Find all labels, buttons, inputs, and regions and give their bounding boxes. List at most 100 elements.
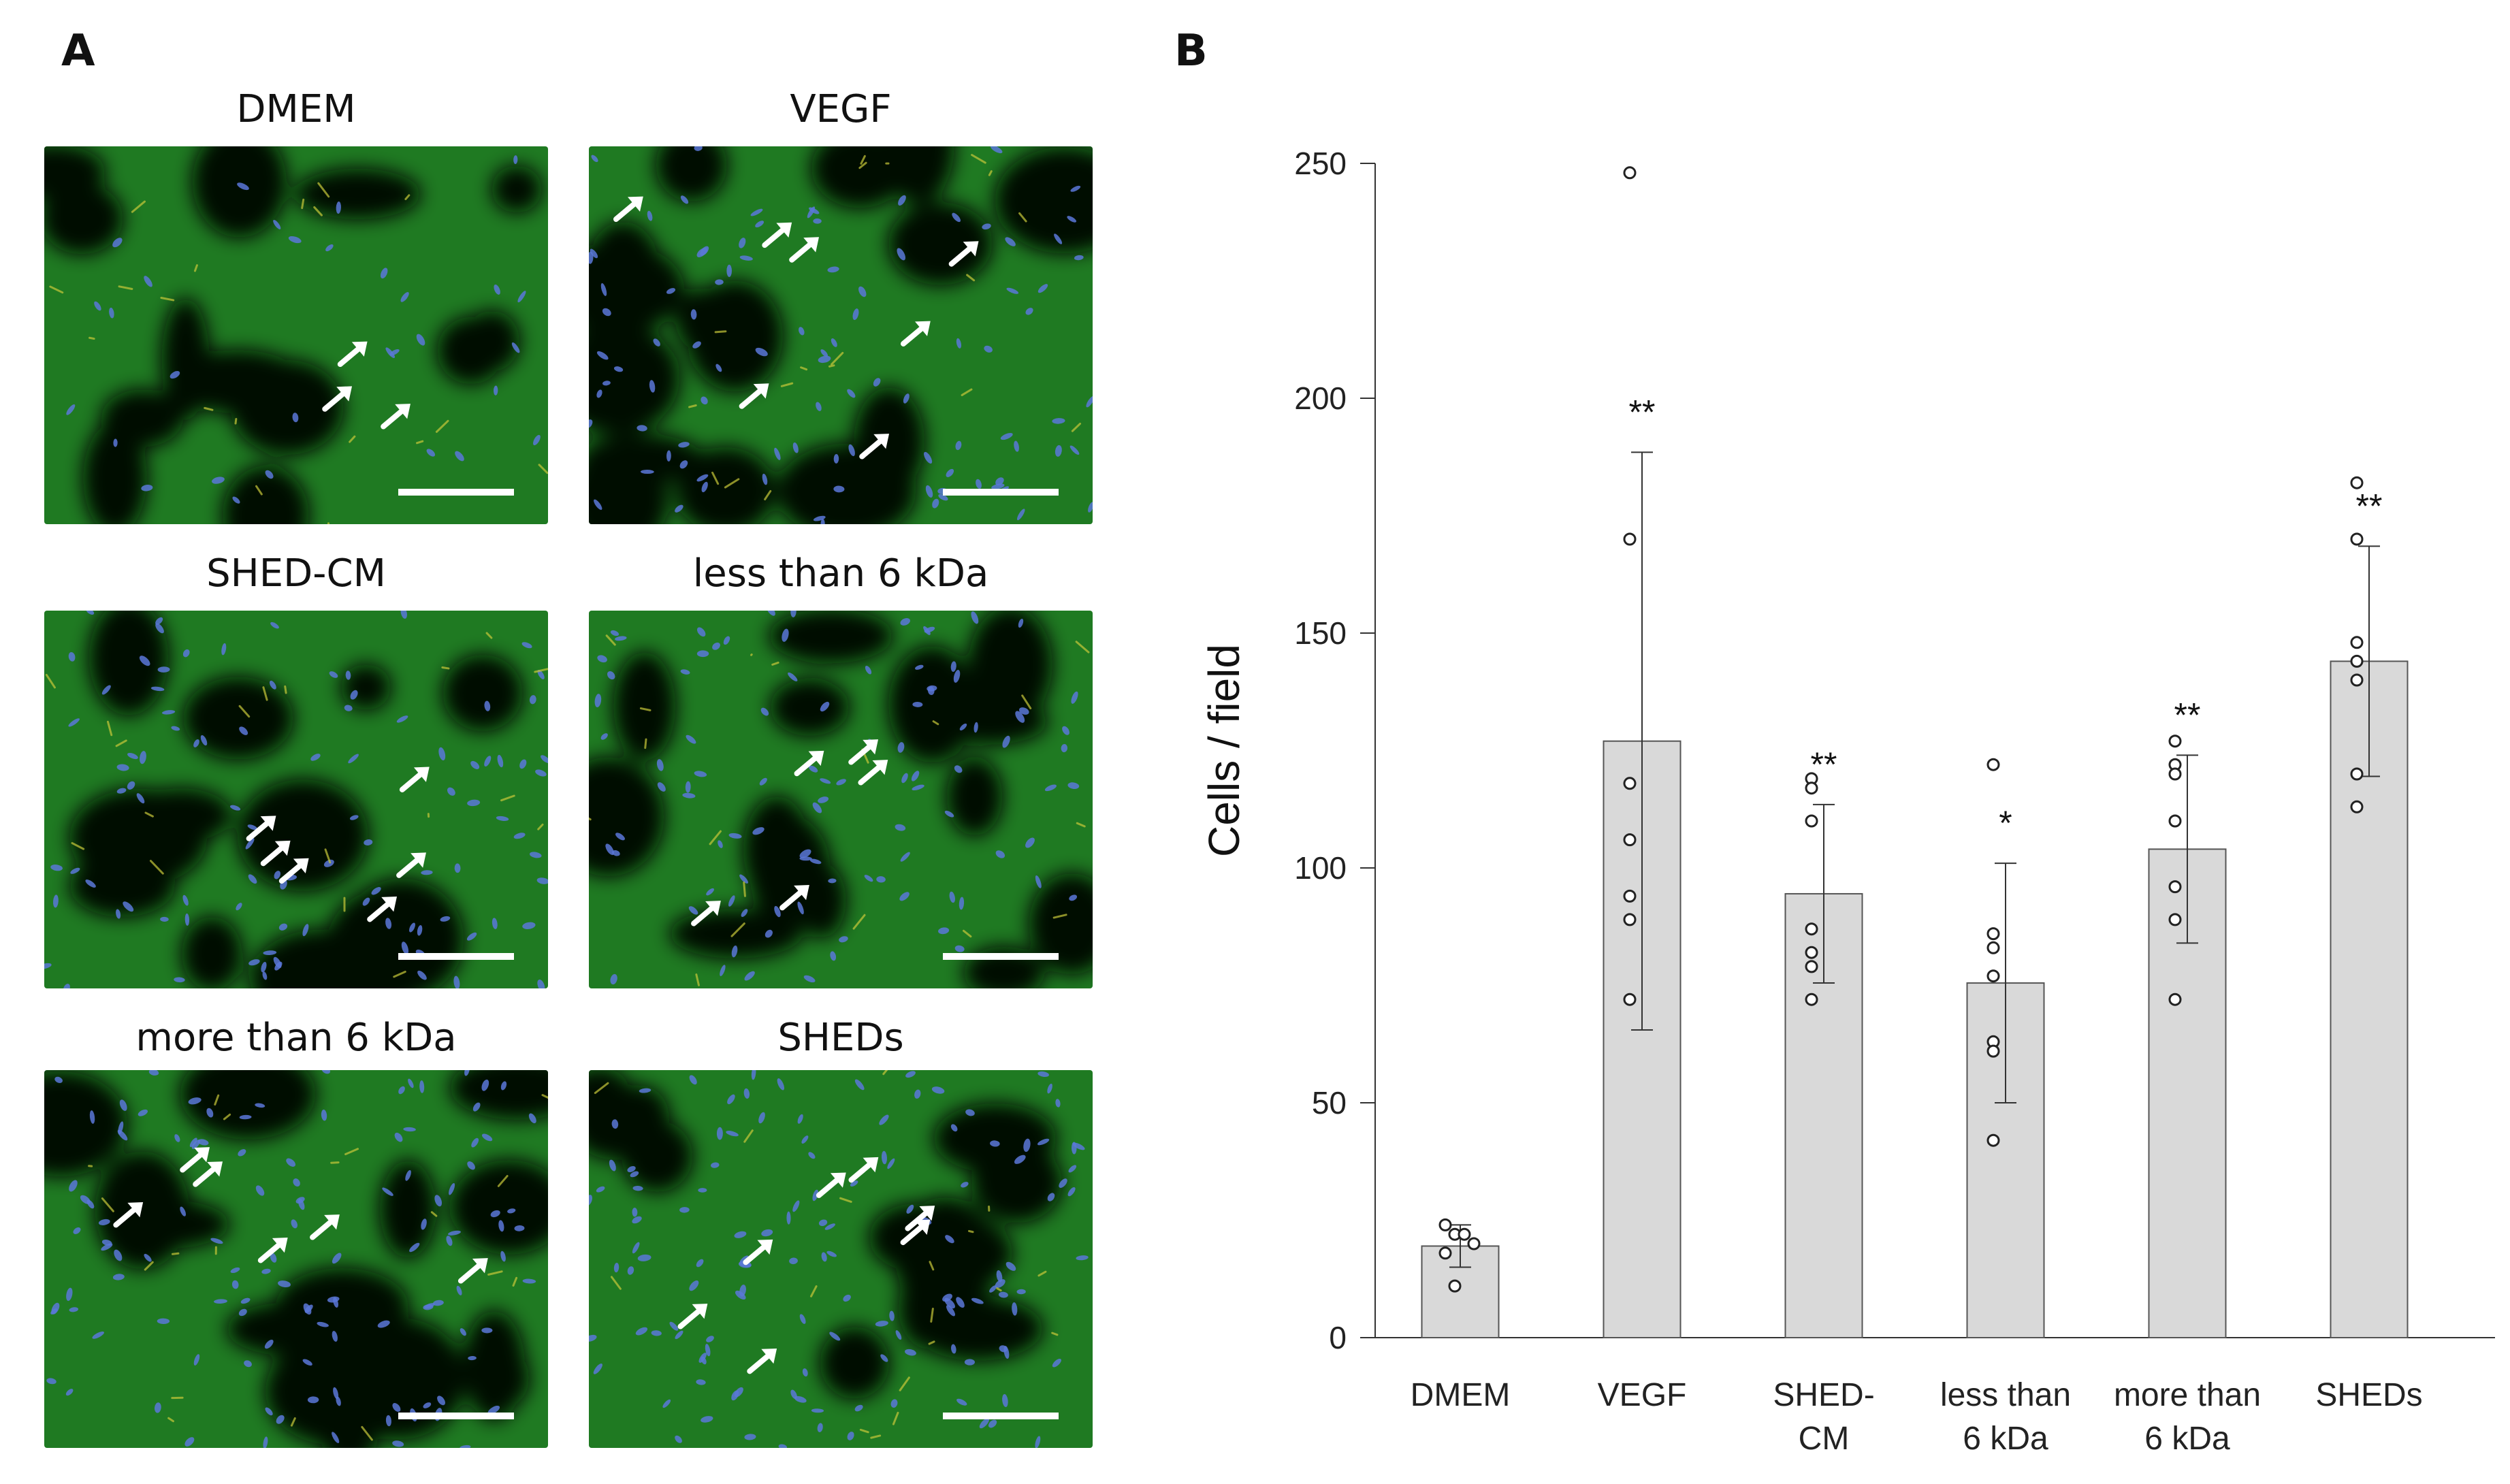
data-point — [2168, 735, 2182, 748]
arrow-icon — [457, 1258, 488, 1284]
data-point — [1623, 777, 1637, 790]
significance-marker: ** — [1629, 393, 1656, 431]
dark-void-layer — [589, 1070, 1063, 1400]
chart-axes: 0 50 100 150 200 250 — [1294, 146, 2495, 1355]
chart-points — [1438, 166, 2364, 1293]
nuclei-layer — [594, 611, 1080, 985]
arrow-icon — [747, 1348, 777, 1374]
scale-bar — [943, 489, 1059, 496]
data-point — [1623, 889, 1637, 903]
arrow-icon — [180, 1147, 210, 1173]
data-point — [1986, 758, 2000, 771]
arrow-icon — [246, 816, 276, 841]
fluorescence-image — [44, 1070, 548, 1448]
arrow-icon — [677, 1304, 708, 1329]
fluorescence-image — [44, 611, 548, 988]
data-point — [1986, 941, 2000, 954]
fluorescence-image — [589, 611, 1093, 988]
arrow-markers — [613, 196, 979, 459]
arrow-markers — [691, 739, 888, 926]
data-point — [2168, 814, 2182, 828]
vessel-layer — [49, 182, 548, 524]
arrow-icon — [858, 760, 888, 786]
x-tick-label: 6 kDa — [1963, 1421, 2048, 1457]
nuclei-layer — [66, 155, 541, 504]
error-bar — [1631, 451, 1653, 1031]
dark-void-layer — [589, 611, 1093, 988]
x-tick-label: 6 kDa — [2144, 1421, 2230, 1457]
data-point — [1623, 833, 1637, 847]
x-tick-label: less than — [1940, 1377, 2071, 1413]
arrow-icon — [816, 1172, 846, 1198]
significance-marker: ** — [2356, 487, 2383, 525]
x-tick-label: more than — [2114, 1377, 2261, 1413]
arrow-icon — [613, 196, 643, 222]
vessel-layer — [589, 634, 1090, 986]
nuclei-layer — [44, 611, 548, 988]
arrow-icon — [278, 858, 309, 884]
y-tick-label: 0 — [1329, 1320, 1347, 1355]
dark-void-layer — [44, 146, 543, 524]
micrograph-more-than-6kda — [44, 1070, 548, 1448]
data-point — [1986, 1044, 2000, 1058]
arrow-markers — [113, 1147, 488, 1284]
arrow-icon — [789, 237, 819, 263]
x-tick-label: VEGF — [1598, 1377, 1687, 1413]
micrograph-title-more-than-6kda: more than 6 kDa — [135, 1016, 457, 1060]
x-tick-label: SHED- — [1773, 1377, 1874, 1413]
scale-bar — [943, 1413, 1059, 1419]
y-tick-label: 200 — [1294, 381, 1347, 416]
arrow-markers — [677, 1157, 935, 1374]
data-point — [1986, 1133, 2000, 1147]
dark-void-layer — [589, 146, 1093, 524]
error-bar — [1813, 803, 1835, 984]
data-point — [2350, 532, 2364, 546]
error-bar — [1995, 862, 2016, 1103]
data-point — [1623, 166, 1637, 180]
data-point — [2350, 476, 2364, 489]
data-point — [2350, 636, 2364, 649]
arrow-icon — [113, 1201, 144, 1228]
significance-marker: * — [1999, 804, 2012, 842]
arrow-icon — [193, 1161, 223, 1187]
panel-label-a: A — [61, 26, 95, 76]
scale-bar — [398, 953, 514, 960]
chart-error-bars — [1449, 451, 2380, 1268]
data-point — [1805, 814, 1818, 828]
fluorescence-image — [589, 146, 1093, 524]
data-point — [1805, 946, 1818, 959]
data-point — [1805, 781, 1818, 795]
x-tick-label: CM — [1799, 1421, 1850, 1457]
arrow-icon — [859, 434, 890, 459]
y-tick-label: 150 — [1294, 615, 1347, 651]
arrow-icon — [948, 241, 979, 267]
y-tick-label: 50 — [1312, 1085, 1347, 1120]
dark-void-layer — [69, 611, 523, 988]
arrow-icon — [322, 386, 353, 412]
data-point — [1805, 922, 1818, 936]
arrow-icon — [905, 1206, 935, 1231]
chart-labels: Cells / field DMEM VEGF SHED- CM less than 6 k… — [1200, 644, 2423, 1457]
data-point — [2168, 880, 2182, 894]
arrow-icon — [848, 1157, 879, 1183]
arrow-icon — [739, 383, 769, 409]
x-tick-label: SHEDs — [2315, 1377, 2422, 1413]
scale-bar — [398, 1413, 514, 1419]
x-tick-label: DMEM — [1411, 1377, 1511, 1413]
scale-bar — [398, 489, 514, 496]
data-point — [2350, 767, 2364, 781]
vessel-layer — [45, 632, 548, 978]
arrow-icon — [900, 1219, 931, 1246]
data-point — [1458, 1227, 1471, 1241]
arrow-icon — [257, 1238, 288, 1263]
arrow-icon — [848, 739, 879, 765]
fluorescence-image — [44, 146, 548, 524]
data-point — [1467, 1237, 1481, 1251]
data-point — [2168, 993, 2182, 1006]
arrow-icon — [762, 222, 792, 248]
dark-void-layer — [44, 1070, 548, 1448]
data-point — [1438, 1246, 1452, 1260]
panel-label-b: B — [1174, 26, 1208, 76]
data-point — [1623, 532, 1637, 546]
chart-significance: ********* — [1629, 393, 2383, 842]
